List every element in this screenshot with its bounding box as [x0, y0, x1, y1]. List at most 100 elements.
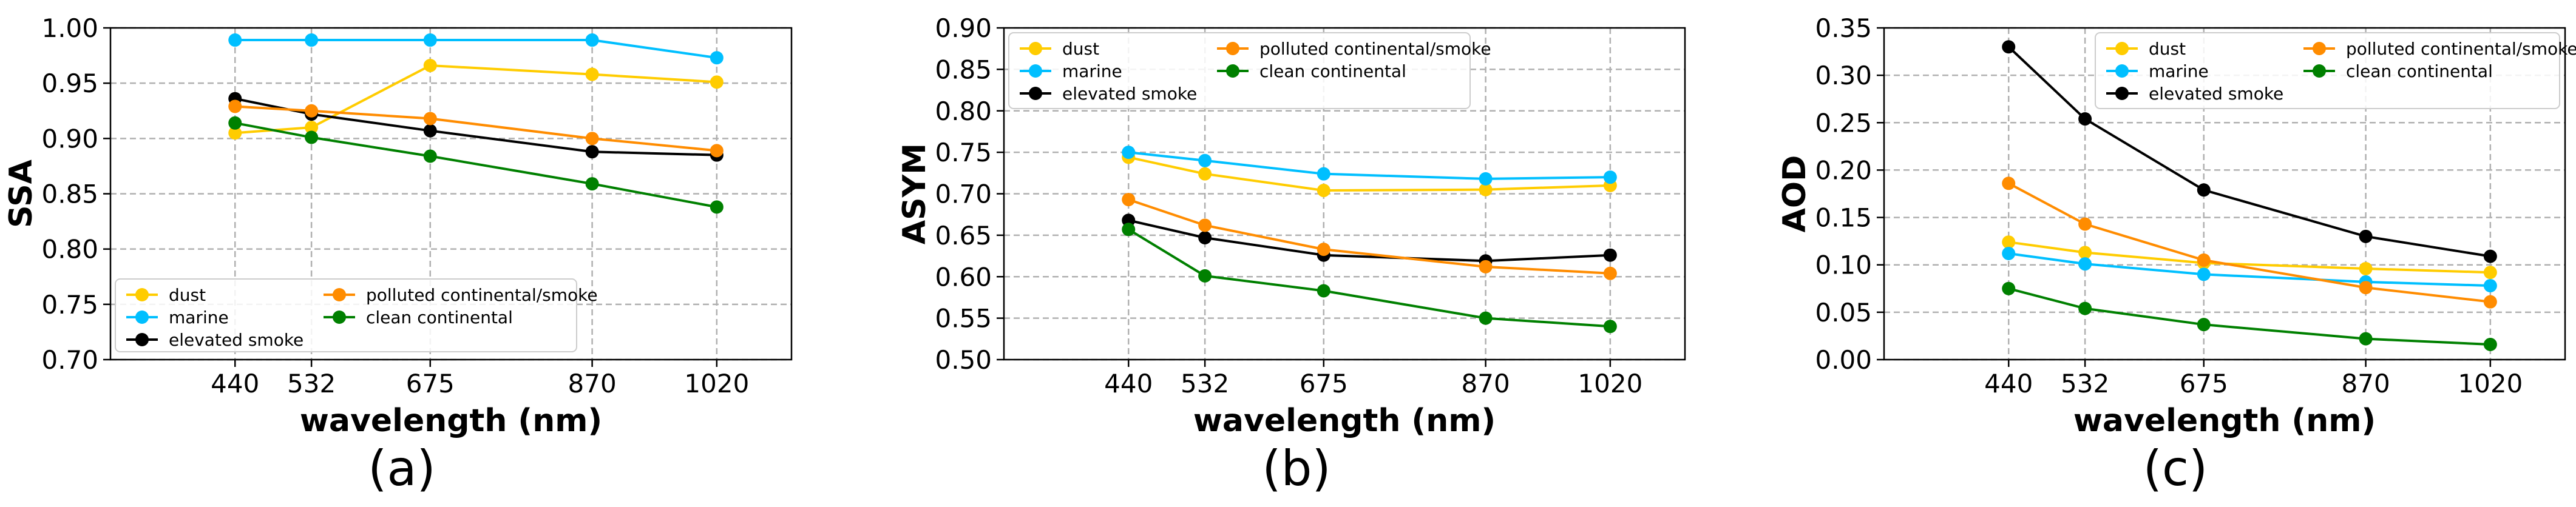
y-axis-label: SSA: [3, 159, 39, 228]
x-tick-label: 675: [2180, 369, 2228, 398]
legend-marker: [2115, 64, 2129, 78]
data-point: [2359, 281, 2373, 295]
legend-label: elevated smoke: [2149, 84, 2283, 104]
data-point: [2483, 249, 2497, 263]
data-point: [2197, 267, 2211, 281]
x-tick-label: 440: [211, 369, 259, 398]
series-polluted-continental-smoke: [2002, 176, 2497, 309]
legend-label: marine: [2149, 61, 2209, 81]
data-point: [423, 58, 437, 72]
data-point: [2483, 337, 2497, 351]
data-point: [228, 116, 242, 130]
data-point: [1479, 183, 1493, 196]
panel-3: 0.00 0.05 0.10 0.15 0.20 0.25 0.30 0.35 440 532 67…: [1777, 13, 2576, 497]
legend-marker: [2313, 42, 2326, 55]
legend-label: clean continental: [2346, 61, 2493, 81]
data-point: [1479, 172, 1493, 186]
legend-entry: clean continental: [324, 307, 513, 327]
legend-marker: [135, 333, 149, 346]
data-point: [2078, 246, 2092, 260]
y-tick-label: 0.75: [41, 290, 98, 320]
legend-entry: clean continental: [1217, 61, 1406, 81]
data-point: [585, 145, 599, 159]
data-point: [228, 126, 242, 140]
legend-marker: [2115, 87, 2129, 100]
legend-marker: [333, 288, 346, 301]
legend-entry: marine: [1020, 61, 1122, 81]
legend-marker: [1226, 64, 1239, 78]
x-axis-label: wavelength (nm): [1193, 403, 1496, 439]
legend-entry: dust: [126, 285, 206, 305]
y-tick-label: 0.95: [41, 69, 98, 98]
y-tick-label: 0.00: [1815, 345, 1872, 375]
data-point: [1317, 167, 1330, 181]
data-point: [2197, 253, 2211, 267]
data-point: [2483, 266, 2497, 280]
panel-label: (c): [2143, 440, 2208, 497]
y-tick-label: 0.50: [935, 345, 992, 375]
data-point: [1198, 269, 1212, 283]
series-clean-continental: [228, 116, 724, 214]
y-tick-label: 0.55: [935, 304, 992, 334]
data-point: [305, 33, 319, 47]
data-point: [2002, 40, 2016, 54]
x-tick-label: 532: [287, 369, 336, 398]
y-tick-label: 0.90: [935, 13, 992, 43]
data-point: [423, 149, 437, 163]
y-tick-label: 0.70: [935, 180, 992, 209]
legend-entry: elevated smoke: [1020, 84, 1197, 104]
data-point: [1198, 218, 1212, 232]
data-point: [2359, 332, 2373, 346]
data-point: [710, 144, 724, 158]
legend-entry: elevated smoke: [126, 330, 303, 350]
series-clean-continental: [2002, 281, 2497, 351]
data-point: [1122, 146, 1136, 159]
data-point: [423, 33, 437, 47]
data-point: [2002, 235, 2016, 249]
data-point: [2197, 318, 2211, 332]
data-point: [585, 132, 599, 146]
y-tick-label: 0.65: [935, 221, 992, 250]
legend-entry: marine: [2106, 61, 2209, 81]
series-marine: [1122, 146, 1617, 186]
series-polluted-continental-smoke: [1122, 193, 1617, 280]
x-tick-label: 675: [406, 369, 455, 398]
y-tick-label: 0.30: [1815, 61, 1872, 90]
data-point: [305, 104, 319, 118]
y-tick-label: 0.05: [1815, 298, 1872, 327]
panel-2: 0.50 0.55 0.60 0.65 0.70 0.75 0.80 0.85 0.90 440 5…: [897, 13, 1686, 497]
data-point: [2359, 229, 2373, 243]
legend-marker: [135, 311, 149, 324]
y-tick-label: 0.75: [935, 138, 992, 167]
series-dust: [228, 58, 724, 140]
legend-marker: [2313, 64, 2326, 78]
data-point: [2002, 281, 2016, 295]
y-tick-label: 0.70: [41, 345, 98, 375]
y-tick-label: 0.85: [41, 180, 98, 209]
legend-label: elevated smoke: [1062, 84, 1197, 104]
data-point: [305, 121, 319, 135]
data-point: [423, 112, 437, 126]
data-point: [1479, 311, 1493, 325]
x-tick-label: 870: [2342, 369, 2390, 398]
x-axis-label: wavelength (nm): [300, 403, 602, 439]
legend-entry: marine: [126, 307, 229, 327]
data-point: [2483, 295, 2497, 309]
data-point: [1317, 184, 1330, 198]
y-tick-label: 0.15: [1815, 203, 1872, 233]
legend-label: dust: [1062, 39, 1099, 59]
legend-label: marine: [169, 307, 229, 327]
y-tick-label: 0.80: [41, 235, 98, 264]
data-point: [1603, 170, 1617, 184]
legend-label: dust: [2149, 39, 2186, 59]
x-tick-label: 1020: [684, 369, 749, 398]
data-point: [585, 67, 599, 81]
data-point: [1317, 243, 1330, 257]
data-point: [305, 130, 319, 144]
panel-label: (b): [1262, 440, 1330, 497]
y-tick-label: 0.10: [1815, 250, 1872, 280]
data-point: [2078, 301, 2092, 315]
x-tick-label: 870: [568, 369, 617, 398]
